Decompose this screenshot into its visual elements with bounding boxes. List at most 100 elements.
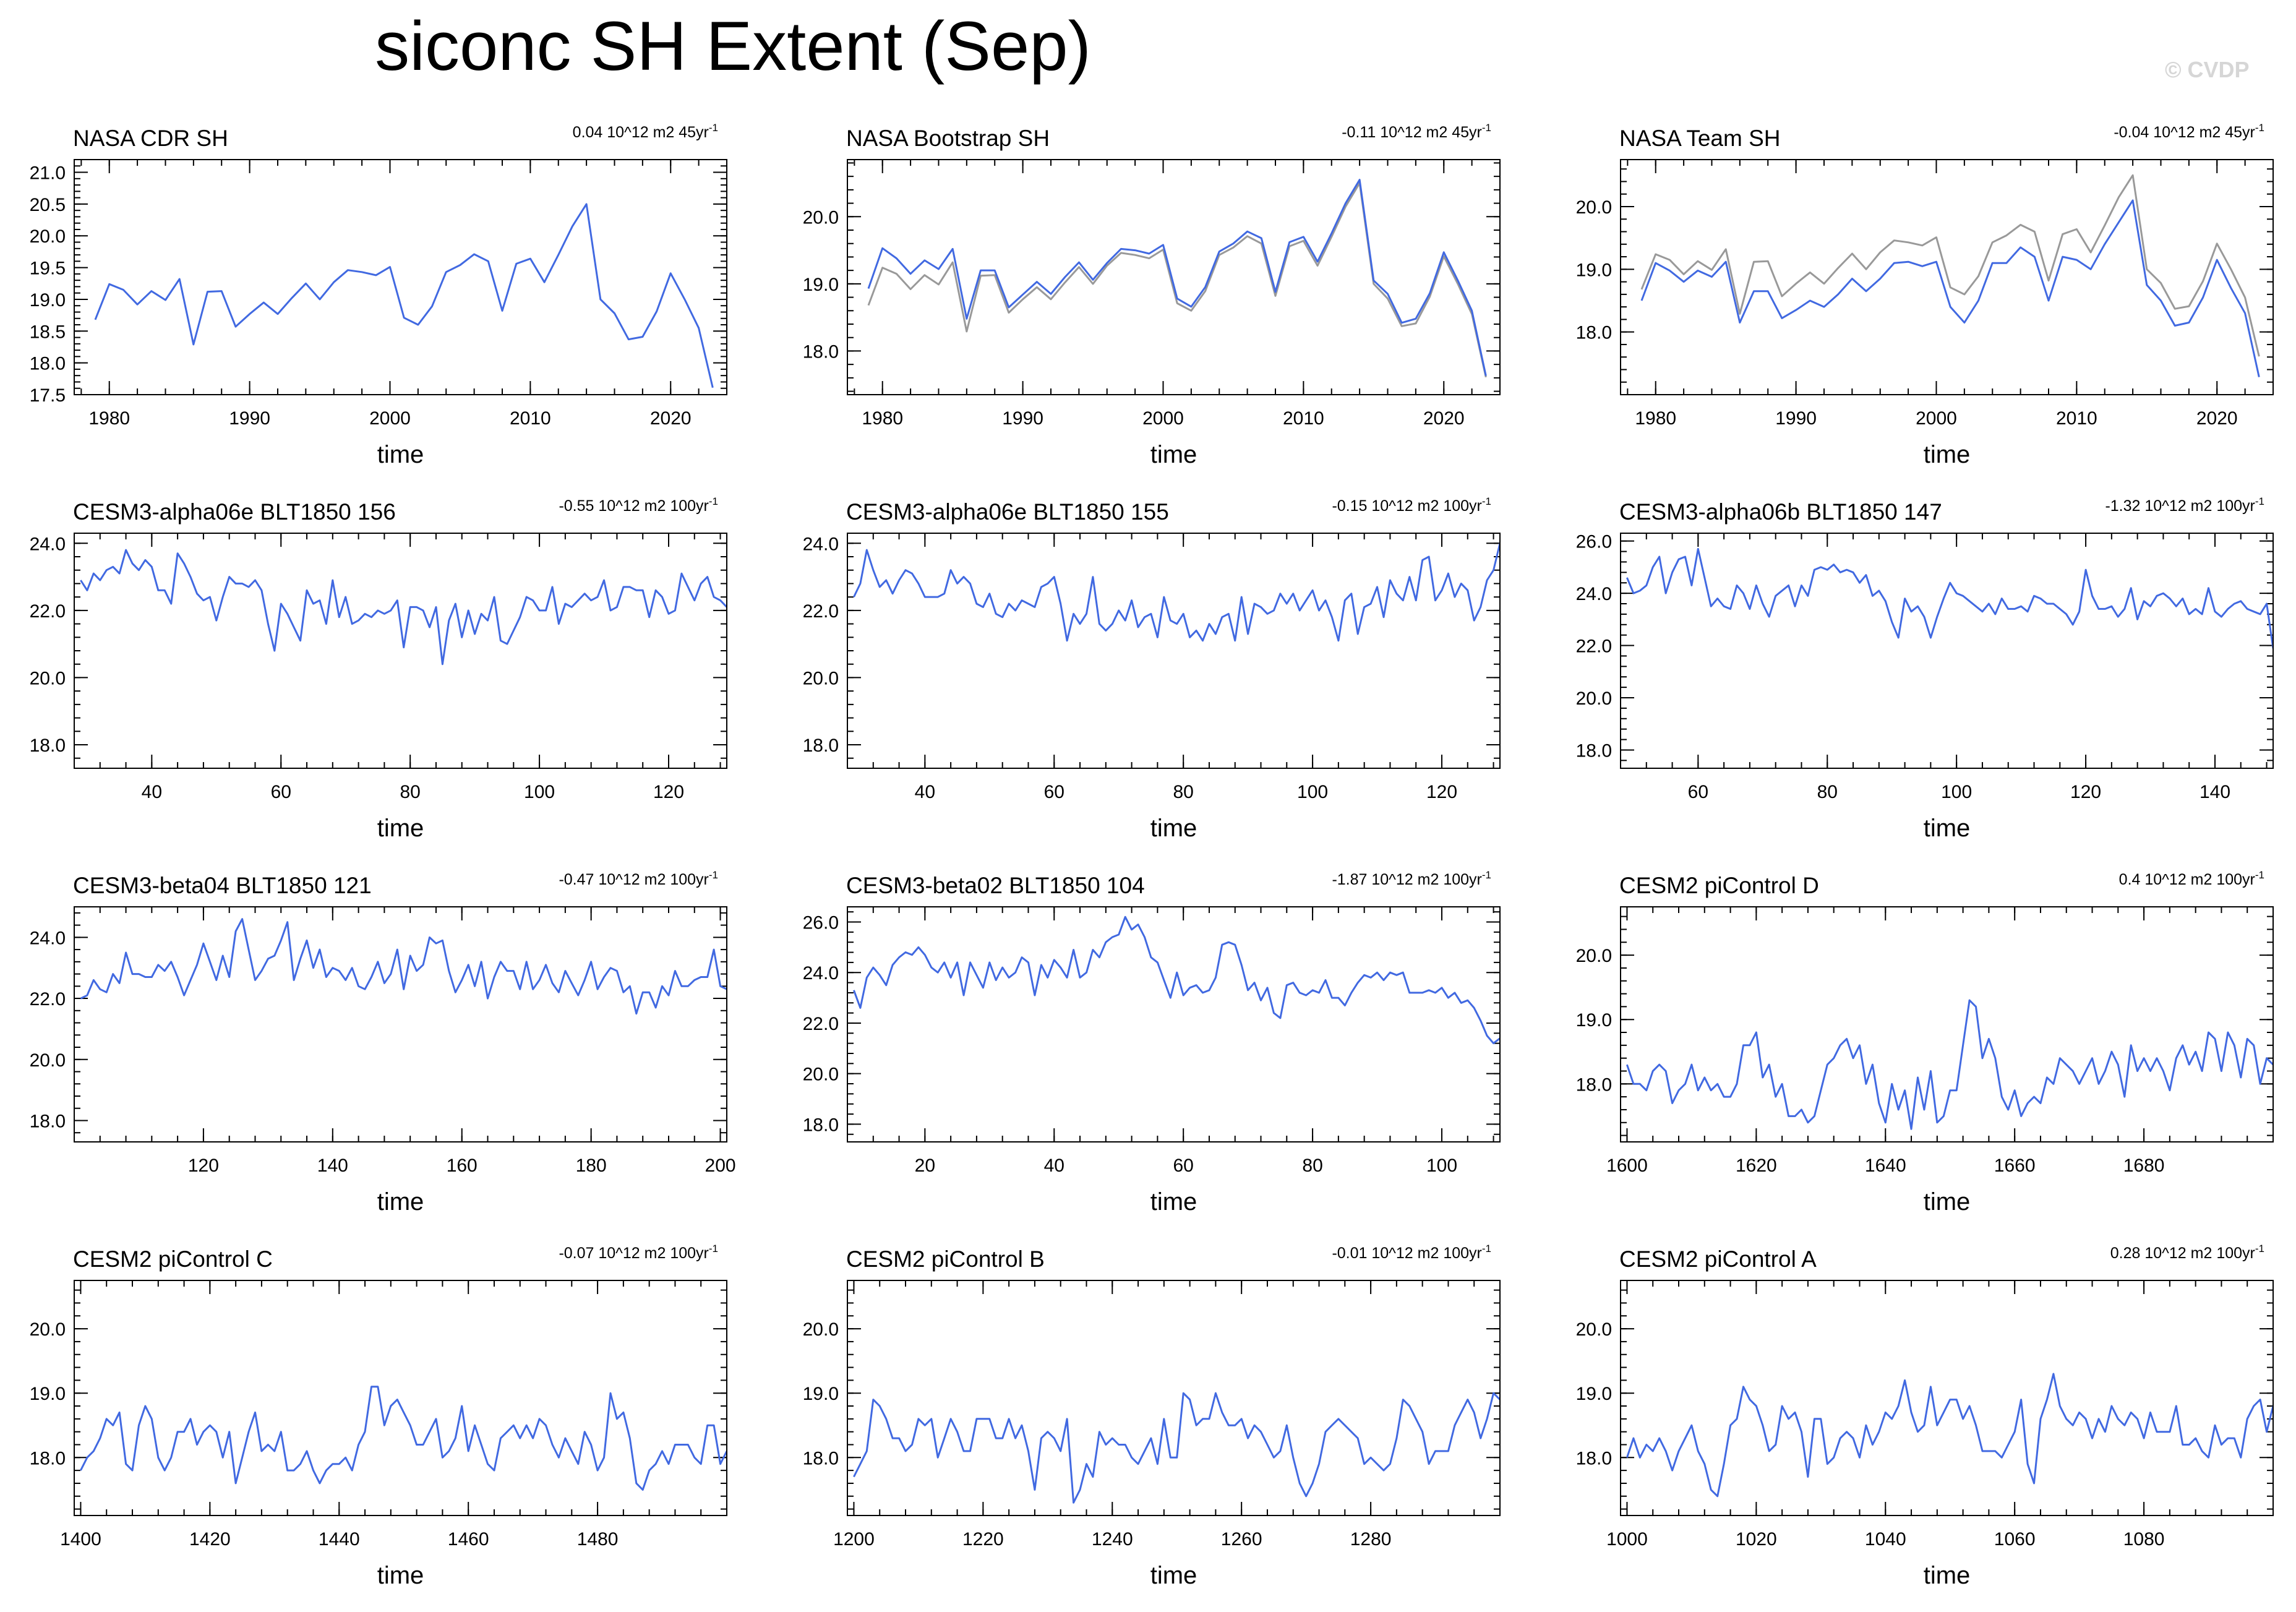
trend-value: -0.55 10^12 m2 100yr <box>559 497 708 515</box>
series-line-1 <box>94 203 714 388</box>
figure-title: siconc SH Extent (Sep) <box>375 7 1091 85</box>
panel-title: CESM3-alpha06b BLT1850 147 <box>1619 499 1942 525</box>
series-line-2 <box>867 179 1487 376</box>
trend-annotation: 0.4 10^12 m2 100yr-1 <box>2119 869 2264 888</box>
panel-title: CESM2 piControl C <box>73 1246 273 1272</box>
trend-annotation: 0.28 10^12 m2 100yr-1 <box>2110 1243 2264 1262</box>
y-tick-label: 20.0 <box>803 1319 839 1340</box>
series-line-1 <box>1626 999 2273 1130</box>
panel-7: 120 140 160 180 200 18.0 20.0 22.0 24.0 CESM3-bet… <box>30 869 736 1215</box>
y-tick-label: 20.0 <box>30 1319 66 1340</box>
trend-annotation: -0.47 10^12 m2 100yr-1 <box>559 869 718 888</box>
y-tick-label: 18.0 <box>30 1448 66 1468</box>
plot-frame <box>1620 906 2274 1143</box>
y-tick-label: 19.0 <box>1576 260 1612 280</box>
x-tick-label: 1040 <box>1865 1529 1906 1550</box>
y-tick-label: 18.0 <box>30 1111 66 1131</box>
x-axis-label: time <box>1924 1562 1971 1589</box>
trend-annotation: -0.04 10^12 m2 45yr-1 <box>2114 122 2264 141</box>
panel-title: NASA Bootstrap SH <box>846 126 1050 151</box>
x-tick-label: 1440 <box>319 1529 360 1550</box>
plot-frame <box>74 1280 727 1516</box>
y-tick-label: 20.0 <box>1576 197 1612 218</box>
y-tick-label: 19.0 <box>803 1384 839 1404</box>
x-axis-label: time <box>1150 1188 1197 1215</box>
trend-exponent: -1 <box>2255 122 2264 134</box>
x-tick-label: 2010 <box>510 408 551 429</box>
x-tick-label: 1400 <box>60 1529 101 1550</box>
x-tick-label: 80 <box>400 782 420 802</box>
series-line-1 <box>1640 174 2260 357</box>
panel-title: CESM3-alpha06e BLT1850 155 <box>846 499 1169 525</box>
x-tick-label: 1990 <box>1775 408 1817 429</box>
x-tick-label: 160 <box>447 1155 478 1176</box>
y-tick-label: 24.0 <box>803 963 839 984</box>
series-line-1 <box>853 542 1500 642</box>
x-tick-label: 1990 <box>229 408 270 429</box>
y-tick-label: 21.0 <box>30 163 66 184</box>
y-tick-label: 22.0 <box>30 989 66 1010</box>
plot-frame <box>74 533 727 769</box>
y-tick-label: 24.0 <box>1576 584 1612 604</box>
plot-frame <box>1620 159 2274 395</box>
trend-value: -0.15 10^12 m2 100yr <box>1332 497 1481 515</box>
x-tick-label: 2010 <box>1283 408 1324 429</box>
y-tick-label: 22.0 <box>803 601 839 622</box>
x-tick-label: 80 <box>1817 782 1838 802</box>
x-tick-label: 2020 <box>2196 408 2238 429</box>
series-line-1 <box>867 182 1487 378</box>
cvdp-watermark: © CVDP <box>2165 57 2250 82</box>
x-tick-label: 2010 <box>2056 408 2097 429</box>
x-tick-label: 2020 <box>1423 408 1465 429</box>
x-tick-label: 2020 <box>650 408 692 429</box>
panel-10: 1400 1420 1440 1460 1480 18.0 19.0 20.0 CESM2 pi… <box>30 1243 727 1589</box>
x-tick-label: 140 <box>2200 782 2230 802</box>
panel-title: CESM3-beta04 BLT1850 121 <box>73 873 372 898</box>
y-tick-label: 20.0 <box>803 668 839 688</box>
trend-annotation: -0.07 10^12 m2 100yr-1 <box>559 1243 718 1262</box>
trend-value: -0.04 10^12 m2 45yr <box>2114 124 2255 141</box>
trend-exponent: -1 <box>1482 122 1491 134</box>
panel-4: 40 60 80 100 120 18.0 20.0 22.0 24.0 CESM3-alpha0… <box>30 495 727 842</box>
y-tick-label: 22.0 <box>803 1014 839 1034</box>
x-axis-label: time <box>1150 815 1197 842</box>
y-tick-label: 19.0 <box>803 275 839 295</box>
trend-value: 0.4 10^12 m2 100yr <box>2119 871 2255 888</box>
y-tick-label: 20.0 <box>30 226 66 247</box>
x-tick-label: 100 <box>1426 1155 1457 1176</box>
x-tick-label: 1980 <box>862 408 903 429</box>
trend-value: 0.04 10^12 m2 45yr <box>573 124 709 141</box>
y-tick-label: 26.0 <box>803 913 839 933</box>
x-tick-label: 100 <box>1941 782 1972 802</box>
x-tick-label: 120 <box>1426 782 1457 802</box>
x-tick-label: 1420 <box>189 1529 231 1550</box>
panel-6: 60 80 100 120 140 18.0 20.0 22.0 24.0 26.0 CESM3-a… <box>1576 495 2274 842</box>
panel-5: 40 60 80 100 120 18.0 20.0 22.0 24.0 CESM3-alpha0… <box>803 495 1501 842</box>
plot-frame <box>847 906 1501 1143</box>
series-line-2 <box>1640 199 2260 377</box>
x-tick-label: 1020 <box>1736 1529 1777 1550</box>
plot-frame <box>74 906 727 1143</box>
y-tick-label: 24.0 <box>30 534 66 554</box>
x-tick-label: 120 <box>2070 782 2101 802</box>
x-tick-label: 40 <box>142 782 162 802</box>
y-tick-label: 19.0 <box>30 1384 66 1404</box>
trend-exponent: -1 <box>709 495 718 507</box>
panel-1: 1980 1990 2000 2010 2020 17.5 18.0 18.5 19.0 19.5… <box>30 122 727 468</box>
trend-value: 0.28 10^12 m2 100yr <box>2110 1245 2255 1262</box>
panel-12: 1000 1020 1040 1060 1080 18.0 19.0 20.0 CESM2 pi… <box>1576 1243 2274 1589</box>
trend-annotation: 0.04 10^12 m2 45yr-1 <box>573 122 718 141</box>
plot-frame <box>1620 1280 2274 1516</box>
x-tick-label: 1000 <box>1606 1529 1648 1550</box>
x-axis-label: time <box>1924 441 1971 468</box>
plot-frame <box>847 533 1501 769</box>
x-tick-label: 180 <box>576 1155 607 1176</box>
x-tick-label: 2000 <box>369 408 411 429</box>
x-tick-label: 60 <box>1688 782 1708 802</box>
trend-annotation: -0.11 10^12 m2 45yr-1 <box>1342 122 1491 141</box>
panel-2: 1980 1990 2000 2010 2020 18.0 19.0 20.0 NASA Boo… <box>803 122 1501 468</box>
y-tick-label: 19.0 <box>30 290 66 311</box>
x-axis-label: time <box>1150 441 1197 468</box>
x-axis-label: time <box>1924 815 1971 842</box>
x-tick-label: 1600 <box>1606 1155 1648 1176</box>
